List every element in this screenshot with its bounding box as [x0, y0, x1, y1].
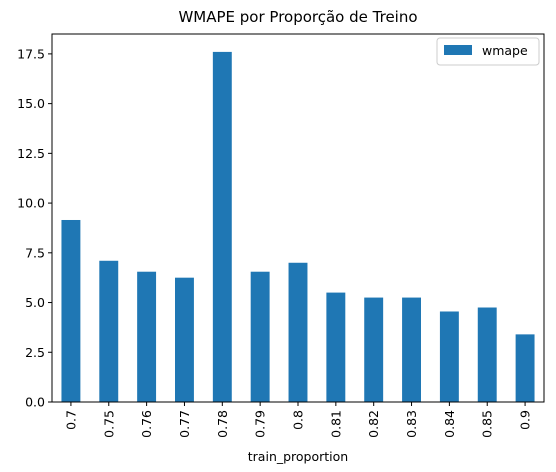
- x-tick-label: 0.7: [63, 410, 78, 430]
- bar-0.9: [515, 334, 535, 402]
- y-tick-label: 12.5: [17, 146, 45, 161]
- chart-title: WMAPE por Proporção de Treino: [178, 8, 417, 26]
- x-tick-label: 0.8: [291, 410, 306, 430]
- y-axis-ticks: 0.0 2.5 5.0 7.5 10.0 12.5 15.0 17.5: [17, 46, 52, 410]
- bar-0.79: [250, 271, 270, 402]
- x-tick-label: 0.9: [518, 410, 533, 430]
- bar-0.75: [99, 260, 119, 402]
- bar-0.83: [402, 297, 421, 402]
- bar-0.76: [137, 271, 157, 402]
- y-tick-label: 10.0: [17, 196, 45, 211]
- y-tick-label: 17.5: [17, 46, 45, 61]
- y-tick-label: 2.5: [25, 345, 45, 360]
- legend-label-wmape: wmape: [482, 43, 528, 58]
- bar-0.78: [212, 51, 232, 403]
- bars-group: [61, 51, 535, 403]
- y-tick-label: 0.0: [25, 395, 45, 410]
- y-tick-label: 15.0: [17, 96, 45, 111]
- legend-swatch: [444, 45, 472, 55]
- bar-0.82: [364, 297, 384, 402]
- x-tick-label: 0.81: [328, 410, 343, 438]
- x-tick-label: 0.77: [177, 410, 192, 438]
- bar-0.81: [326, 292, 346, 402]
- x-tick-label: 0.84: [442, 410, 457, 438]
- bar-0.7: [61, 219, 81, 402]
- x-tick-label: 0.76: [139, 410, 154, 438]
- bar-0.77: [175, 277, 194, 402]
- x-tick-label: 0.85: [480, 410, 495, 438]
- x-tick-label: 0.79: [253, 410, 268, 438]
- bar-0.8: [288, 262, 308, 402]
- y-tick-label: 5.0: [25, 295, 45, 310]
- x-tick-label: 0.82: [366, 410, 381, 438]
- bar-0.85: [477, 307, 497, 402]
- bar-0.84: [439, 311, 459, 402]
- legend-box: [436, 37, 540, 66]
- x-tick-label: 0.78: [215, 410, 230, 438]
- x-axis-ticks: 0.7 0.75 0.76 0.77 0.78 0.79 0.8 0.81 0.82 0.83 0.…: [63, 402, 533, 438]
- x-axis-label: train_proportion: [248, 449, 348, 464]
- legend: wmape: [436, 37, 540, 66]
- y-tick-label: 7.5: [25, 245, 45, 260]
- x-tick-label: 0.75: [101, 410, 116, 438]
- plot-frame: [51, 33, 545, 403]
- x-tick-label: 0.83: [404, 410, 419, 438]
